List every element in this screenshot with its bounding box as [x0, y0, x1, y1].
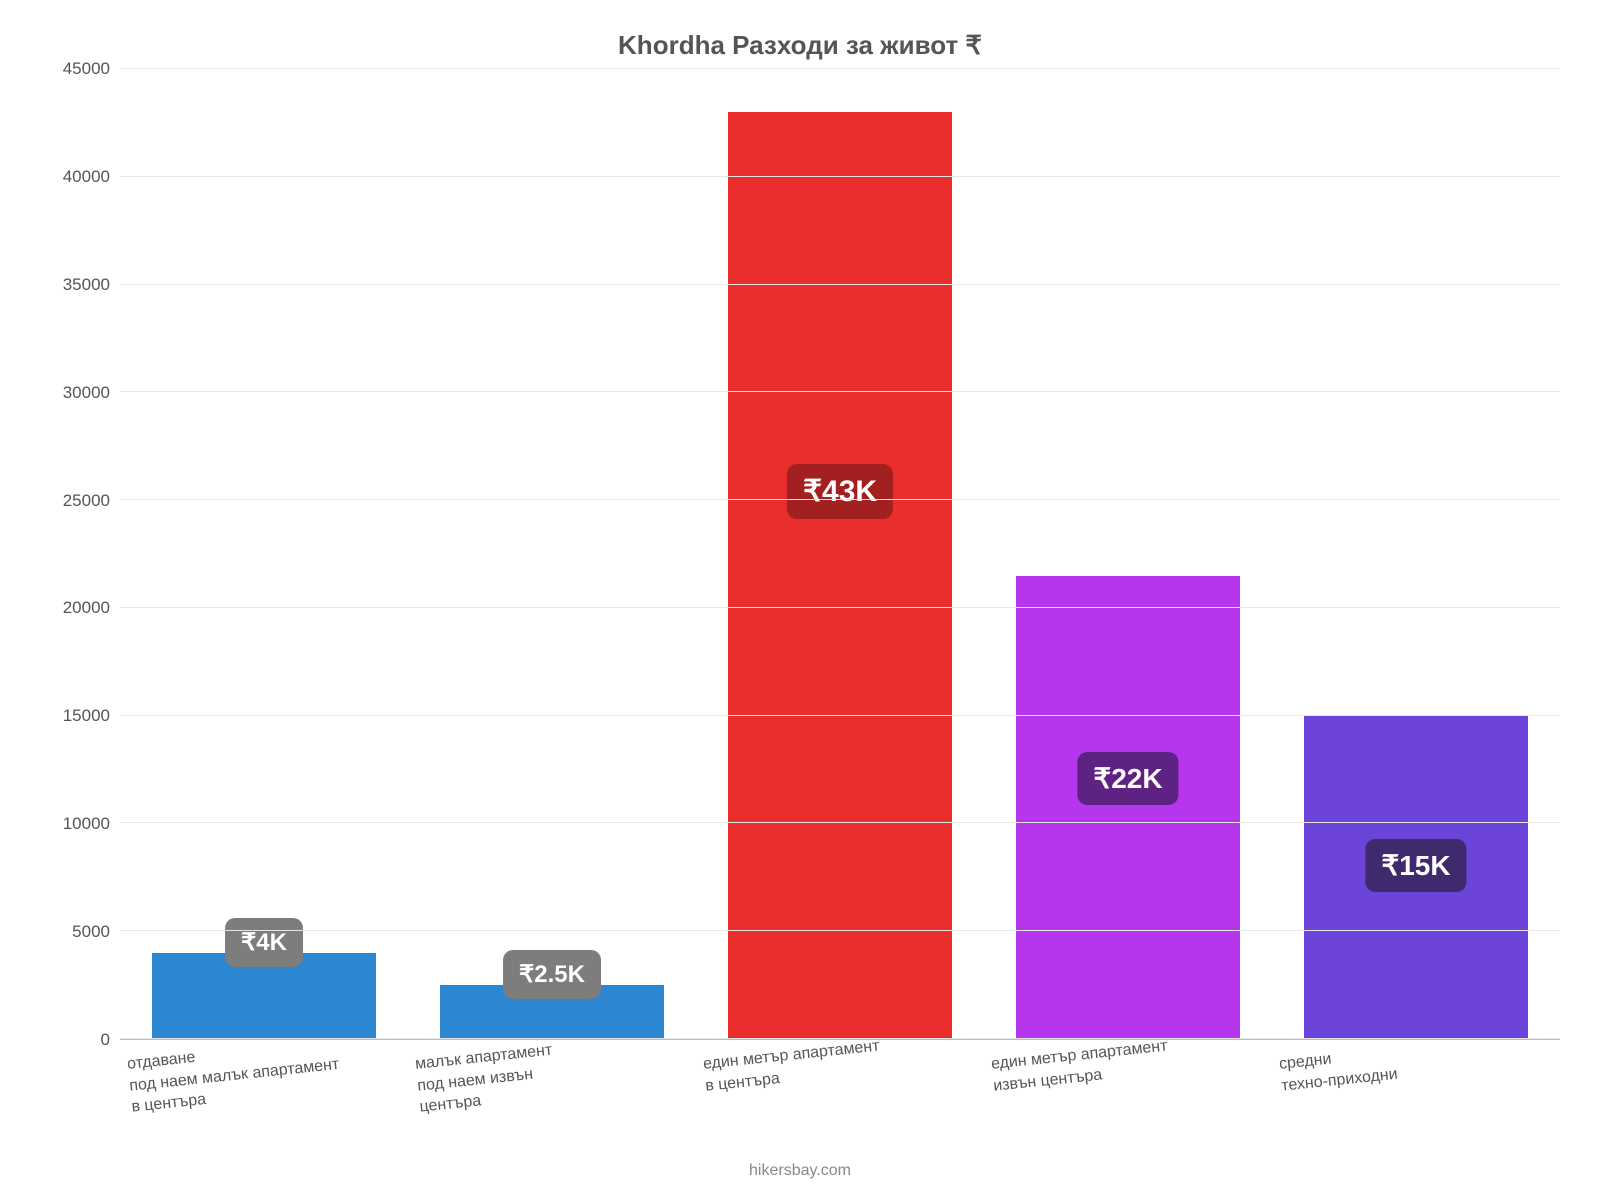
- plot-area: ₹4K ₹2.5K ₹43K ₹22K ₹15K: [120, 69, 1560, 1040]
- y-tick-label: 10000: [63, 814, 110, 834]
- x-label-slot: средни техно-приходни: [1272, 1048, 1560, 1158]
- y-axis: 0500010000150002000025000300003500040000…: [40, 69, 120, 1040]
- bar: ₹15K: [1304, 716, 1529, 1039]
- bars-layer: ₹4K ₹2.5K ₹43K ₹22K ₹15K: [120, 69, 1560, 1039]
- gridline: [120, 284, 1560, 285]
- gridline: [120, 715, 1560, 716]
- chart-container: Khordha Разходи за живот ₹ 0 5000 10000 150…: [40, 30, 1560, 1180]
- bar-slot: ₹22K: [984, 69, 1272, 1039]
- y-tick-label: 45000: [63, 59, 110, 79]
- y-tick-label: 25000: [63, 491, 110, 511]
- x-label-slot: малък апартамент под наем извън центъра: [408, 1048, 696, 1158]
- bar: ₹4K: [152, 953, 377, 1039]
- bar-slot: ₹2.5K: [408, 69, 696, 1039]
- y-tick-label: 40000: [63, 167, 110, 187]
- value-badge: ₹43K: [787, 464, 893, 519]
- y-tick-label: 5000: [72, 922, 110, 942]
- x-tick-label: отдаване под наем малък апартамент в цен…: [126, 1032, 342, 1118]
- value-badge: ₹4K: [225, 918, 303, 967]
- bar-slot: ₹4K: [120, 69, 408, 1039]
- x-tick-label: средни техно-приходни: [1278, 1042, 1399, 1097]
- plot-row: 0500010000150002000025000300003500040000…: [40, 69, 1560, 1040]
- x-label-slot: един метър апартамент извън центъра: [984, 1048, 1272, 1158]
- chart-footer: hikersbay.com: [40, 1162, 1560, 1180]
- y-tick-label: 0: [101, 1030, 110, 1050]
- bar: ₹2.5K: [440, 985, 665, 1039]
- value-badge: ₹22K: [1077, 752, 1178, 805]
- x-axis: отдаване под наем малък апартамент в цен…: [120, 1048, 1560, 1158]
- y-tick-label: 35000: [63, 275, 110, 295]
- x-tick-label: малък апартамент под наем извън центъра: [414, 1040, 558, 1119]
- y-tick-label: 30000: [63, 383, 110, 403]
- y-tick-label: 20000: [63, 598, 110, 618]
- bar-slot: ₹15K: [1272, 69, 1560, 1039]
- bar-slot: ₹43K: [696, 69, 984, 1039]
- x-label-slot: отдаване под наем малък апартамент в цен…: [120, 1048, 408, 1158]
- chart-title: Khordha Разходи за живот ₹: [40, 30, 1560, 61]
- gridline: [120, 822, 1560, 823]
- y-tick-label: 15000: [63, 706, 110, 726]
- x-label-slot: един метър апартамент в центъра: [696, 1048, 984, 1158]
- gridline: [120, 930, 1560, 931]
- bar: ₹43K: [728, 112, 953, 1039]
- gridline: [120, 607, 1560, 608]
- bar: ₹22K: [1016, 576, 1241, 1039]
- gridline: [120, 68, 1560, 69]
- value-badge: ₹15K: [1365, 839, 1466, 892]
- x-tick-label: един метър апартамент в центъра: [702, 1035, 883, 1096]
- gridline: [120, 499, 1560, 500]
- x-tick-label: един метър апартамент извън центъра: [990, 1035, 1171, 1096]
- value-badge: ₹2.5K: [503, 950, 601, 999]
- gridline: [120, 176, 1560, 177]
- gridline: [120, 391, 1560, 392]
